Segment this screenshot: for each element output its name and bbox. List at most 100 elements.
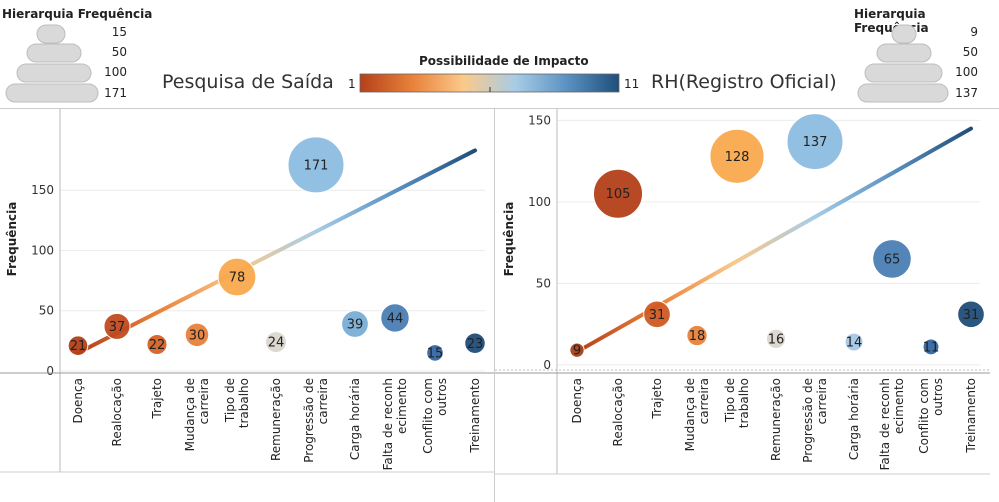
x-tick-label-line: Treinamento	[468, 378, 482, 454]
x-tick-label: Carga horária	[348, 378, 362, 460]
x-tick-label-line: trabalho	[237, 378, 251, 428]
x-tick-label-line: ecimento	[892, 378, 906, 434]
data-label: 137	[803, 135, 828, 150]
data-label: 24	[268, 336, 285, 351]
x-tick-label-line: carreira	[316, 378, 330, 424]
bubble-mark[interactable]	[380, 303, 410, 333]
bubble-mark[interactable]	[844, 332, 864, 352]
bubble-mark[interactable]	[922, 338, 940, 356]
data-label: 23	[467, 337, 484, 352]
impact-legend-min: 1	[348, 77, 356, 91]
bubble-mark[interactable]	[426, 344, 444, 362]
x-tick-label: Treinamento	[964, 378, 978, 454]
data-label: 15	[427, 346, 444, 361]
bubble-mark[interactable]	[103, 312, 131, 340]
bubble-mark[interactable]	[569, 342, 585, 358]
data-label: 30	[189, 328, 206, 343]
x-tick-label: Realocação	[611, 378, 625, 446]
x-tick-label-line: Remuneração	[769, 378, 783, 461]
bubble-mark[interactable]	[643, 300, 671, 329]
x-tick-label-line: Mudança de	[683, 378, 697, 451]
chart-pesquisa-de-saida: 0 50 100 150 Frequência 21 37 22 30 78 24 171 39 44 15…	[0, 109, 494, 473]
x-tick-label: Falta de reconh ecimento	[878, 378, 906, 470]
size-legend-label: 171	[104, 86, 127, 100]
size-legend-label: 50	[111, 45, 127, 59]
size-legend-label: 137	[955, 86, 978, 100]
y-tick-label: 50	[39, 304, 54, 318]
chart-title-left: Pesquisa de Saída	[162, 71, 334, 93]
data-label: 18	[689, 329, 706, 344]
size-legend-shapes-left	[5, 24, 99, 103]
data-label: 44	[387, 311, 404, 326]
x-tick-label-line: Trajeto	[150, 378, 164, 420]
chart-title-right: RH(Registro Oficial)	[651, 71, 837, 93]
size-legend-label: 15	[111, 25, 127, 39]
x-tick-label: Mudança de carreira	[683, 378, 711, 451]
x-tick-label-line: Remuneração	[269, 378, 283, 461]
bubble-mark[interactable]	[786, 113, 844, 171]
x-tick-label-line: Falta de reconh	[878, 378, 892, 470]
x-tick-label-line: Falta de reconh	[381, 378, 395, 470]
bubble-mark[interactable]	[67, 335, 89, 357]
x-tick-label-line: Doença	[71, 378, 85, 424]
x-tick-label-line: carreira	[815, 378, 829, 424]
x-tick-label: Mudança de carreira	[183, 378, 211, 451]
x-tick-label-line: outros	[931, 378, 945, 416]
x-tick-label: Conflito com outros	[917, 378, 945, 454]
x-tick-label-line: Conflito com	[917, 378, 931, 454]
x-tick-label-line: carreira	[697, 378, 711, 424]
y-axis-title: Frequência	[5, 202, 19, 277]
y-tick-label: 100	[31, 243, 54, 257]
y-axis-title: Frequência	[502, 202, 516, 277]
panel-top-border	[0, 108, 999, 109]
data-label: 16	[768, 332, 785, 347]
bubble-mark[interactable]	[872, 239, 912, 279]
x-tick-label-line: Conflito com	[421, 378, 435, 454]
x-tick-label-line: Tipo de	[223, 378, 237, 423]
impact-legend-title: Possibilidade de Impacto	[419, 54, 589, 68]
data-label: 31	[963, 308, 980, 323]
x-tick-label-line: ecimento	[395, 378, 409, 434]
bubble-mark[interactable]	[765, 328, 787, 349]
data-label: 22	[149, 338, 166, 353]
x-tick-label: Tipo de trabalho	[223, 378, 251, 428]
data-label: 105	[606, 187, 631, 202]
x-tick-label: Realocação	[110, 378, 124, 446]
y-tick-label: 50	[536, 276, 551, 290]
impact-legend-max: 11	[624, 77, 640, 91]
chart-rh-registro-oficial: 0 50 100 150 Frequência 9 105 31 18 128 16 137 14 65 1…	[495, 109, 990, 475]
bubble-mark[interactable]	[184, 322, 210, 348]
x-tick-label-line: Trajeto	[650, 378, 664, 420]
data-label: 31	[649, 308, 666, 323]
size-legend-label: 100	[104, 65, 127, 79]
bubble-mark[interactable]	[217, 257, 257, 297]
trend-line	[76, 148, 477, 355]
x-tick-label-line: carreira	[197, 378, 211, 424]
x-tick-label-line: Progressão de	[801, 378, 815, 463]
data-label: 78	[229, 270, 246, 285]
size-legend-title-left: Hierarquia Frequência	[2, 7, 153, 21]
bubble-mark[interactable]	[592, 168, 644, 219]
data-label: 14	[846, 336, 863, 351]
y-tick-label: 0	[543, 358, 551, 372]
bubble-mark[interactable]	[957, 300, 985, 329]
bubble-mark[interactable]	[265, 331, 287, 354]
bubble-mark[interactable]	[287, 136, 345, 194]
x-tick-label: Treinamento	[468, 378, 482, 454]
bubble-mark[interactable]	[341, 310, 369, 338]
data-label: 171	[304, 158, 329, 173]
data-label: 128	[725, 150, 750, 165]
bubble-mark[interactable]	[146, 333, 168, 356]
size-legend-shapes-right	[857, 24, 949, 103]
x-tick-label-line: Tipo de	[723, 378, 737, 423]
x-tick-label: Trajeto	[150, 378, 164, 420]
panel-divider	[494, 108, 495, 502]
x-tick-label: Progressão de carreira	[302, 378, 330, 463]
y-tick-label: 0	[46, 364, 54, 378]
bubble-mark[interactable]	[686, 324, 708, 347]
x-tick-label-line: Progressão de	[302, 378, 316, 463]
x-tick-label-line: Carga horária	[348, 378, 362, 460]
bubble-mark[interactable]	[709, 128, 765, 184]
bubble-mark[interactable]	[464, 332, 486, 355]
data-label: 21	[70, 339, 87, 354]
